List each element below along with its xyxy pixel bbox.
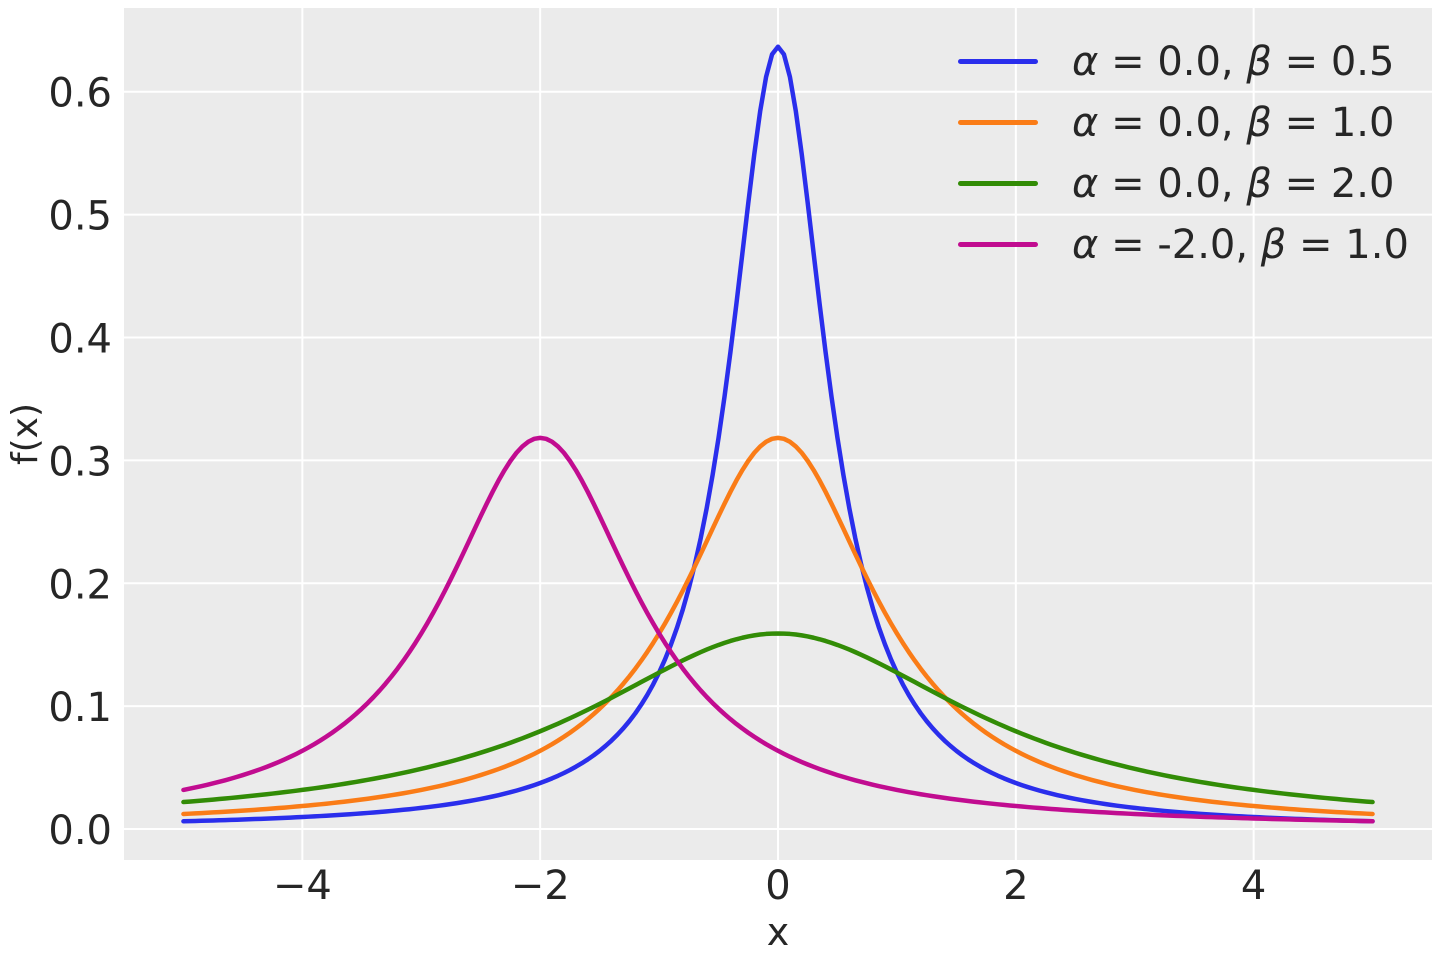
legend-line-0 xyxy=(958,59,1038,64)
legend-line-3 xyxy=(958,242,1038,247)
legend-item-2: α = 0.0, β = 2.0 xyxy=(958,153,1409,214)
x-tick-label: −2 xyxy=(511,863,570,909)
legend-label-2: α = 0.0, β = 2.0 xyxy=(1072,160,1395,207)
legend-label-0: α = 0.0, β = 0.5 xyxy=(1072,38,1395,85)
alpha-symbol: α xyxy=(1072,160,1099,207)
series-curve-1 xyxy=(181,435,1375,817)
beta-symbol: β xyxy=(1246,160,1272,207)
alpha-symbol: α xyxy=(1072,99,1099,146)
beta-symbol: β xyxy=(1246,38,1272,85)
y-axis-label: f(x) xyxy=(5,402,46,466)
y-tick-label: 0.1 xyxy=(48,685,112,731)
legend-item-1: α = 0.0, β = 1.0 xyxy=(958,92,1409,153)
legend-label-1: α = 0.0, β = 1.0 xyxy=(1072,99,1395,146)
legend-item-3: α = -2.0, β = 1.0 xyxy=(958,214,1409,275)
legend-line-1 xyxy=(958,120,1038,125)
x-tick-label: −4 xyxy=(273,863,332,909)
x-tick-label: 2 xyxy=(1003,863,1028,909)
series-curve-0 xyxy=(181,44,1375,824)
beta-symbol: β xyxy=(1260,221,1287,268)
y-tick-label: 0.0 xyxy=(48,808,112,854)
y-tick-label: 0.2 xyxy=(48,562,112,608)
x-axis-label: x xyxy=(766,910,790,954)
y-tick-label: 0.4 xyxy=(48,316,112,362)
y-tick-label: 0.5 xyxy=(48,194,112,240)
alpha-symbol: α xyxy=(1072,38,1099,85)
y-tick-label: 0.3 xyxy=(48,439,112,485)
alpha-symbol: α xyxy=(1072,221,1099,268)
legend-label-3: α = -2.0, β = 1.0 xyxy=(1072,221,1409,268)
legend-line-2 xyxy=(958,181,1038,186)
x-tick-label: 0 xyxy=(765,863,790,909)
legend: α = 0.0, β = 0.5 α = 0.0, β = 1.0 α = 0.0,… xyxy=(958,31,1409,275)
series-curve-2 xyxy=(181,631,1375,805)
x-tick-label: 4 xyxy=(1241,863,1266,909)
y-tick-label: 0.6 xyxy=(48,71,112,117)
beta-symbol: β xyxy=(1246,99,1272,146)
series-curve-3 xyxy=(181,435,1375,824)
legend-item-0: α = 0.0, β = 0.5 xyxy=(958,31,1409,92)
